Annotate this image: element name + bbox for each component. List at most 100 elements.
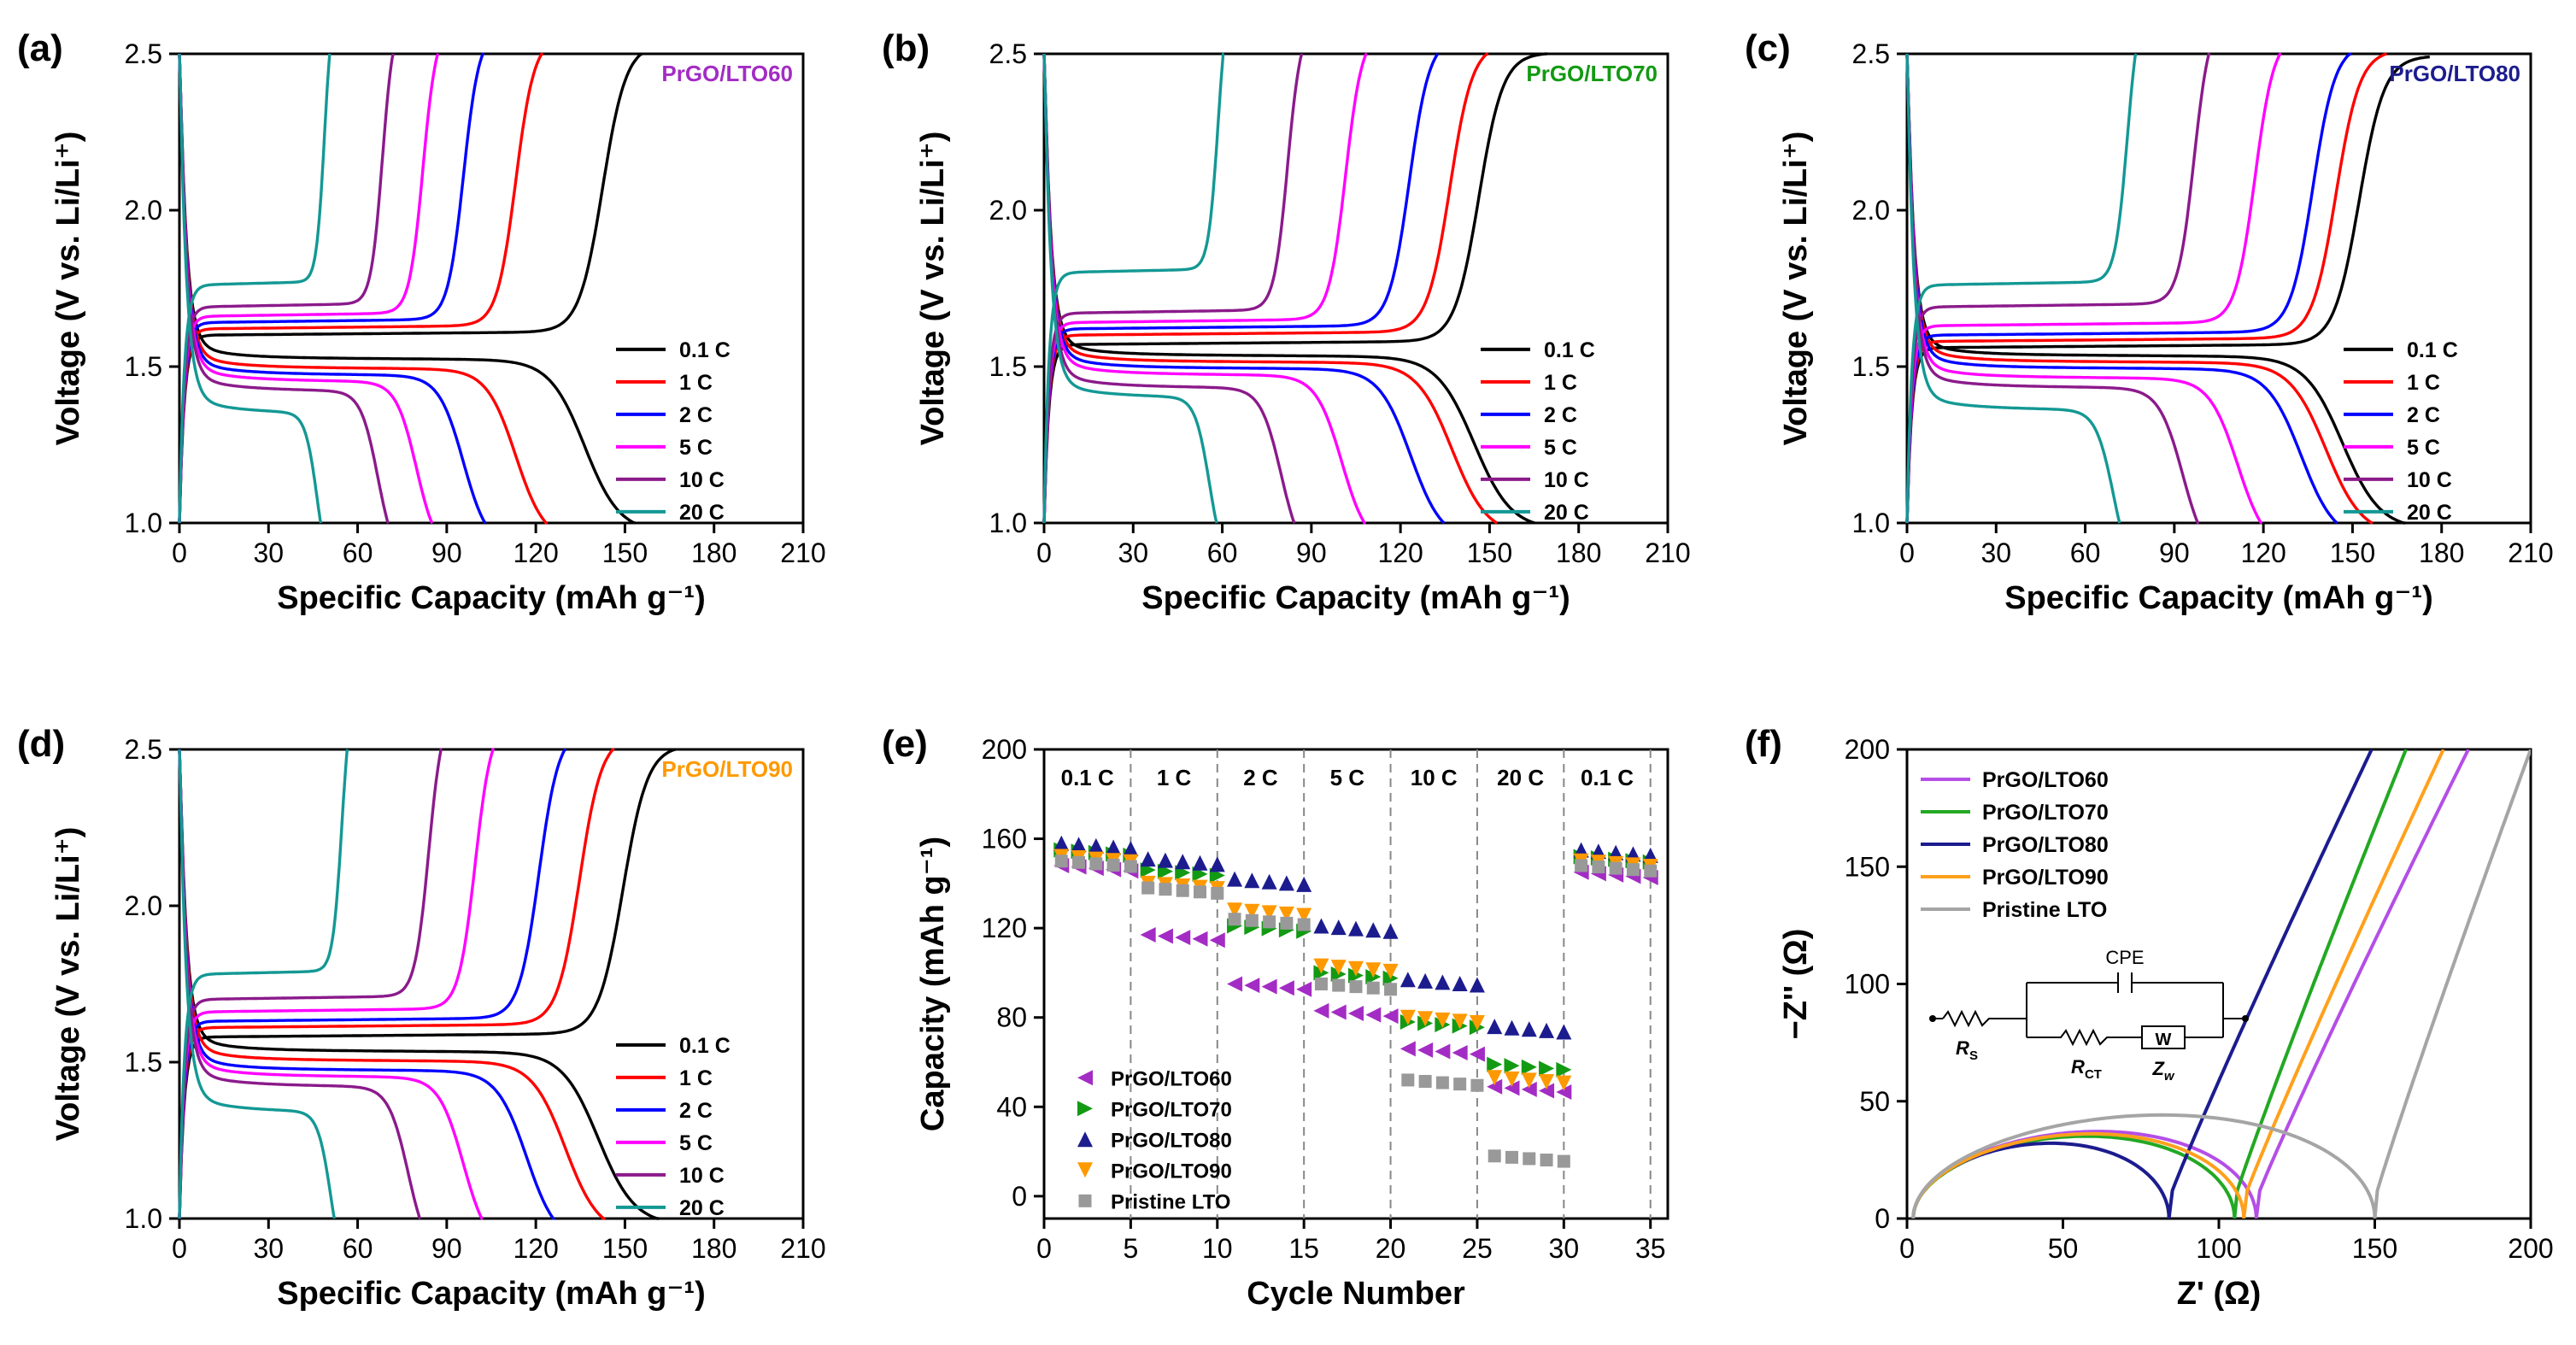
legend-label: 0.1 C xyxy=(1544,338,1595,362)
plot-frame xyxy=(1042,748,1669,1220)
x-axis-label: Specific Capacity (mAh g⁻¹) xyxy=(277,580,705,616)
data-point-prgolto60 xyxy=(1330,1004,1347,1020)
legend-marker xyxy=(1077,1131,1093,1148)
x-tick-label: 120 xyxy=(2240,537,2286,568)
data-point-prgolto90 xyxy=(1521,1072,1537,1089)
y-tick-label: 2.5 xyxy=(989,38,1027,69)
y-tick-label: 160 xyxy=(982,824,1027,855)
panel-a: (a) 0 30 60 90 120 150 180 210 1.0 1.5 2.0 2.5 Specif… xyxy=(17,27,826,616)
segment-label: 0.1 C xyxy=(1061,765,1114,790)
data-point-prgolto60 xyxy=(1487,1078,1503,1095)
y-tick-label: 2.0 xyxy=(989,195,1027,226)
data-point-prgolto90 xyxy=(1435,1012,1451,1028)
data-point-prgolto60 xyxy=(1399,1041,1416,1057)
y-tick-label: 80 xyxy=(996,1002,1027,1033)
plot-frame xyxy=(1905,52,2532,525)
charge-curve-01C xyxy=(178,52,643,524)
data-point-pristinelto xyxy=(1609,861,1622,875)
legend-marker xyxy=(1077,1101,1093,1117)
x-tick-label: 60 xyxy=(343,1233,373,1264)
y-tick-label: 2.5 xyxy=(125,734,162,765)
data-point-prgolto60 xyxy=(1435,1043,1451,1060)
y-tick-label: 40 xyxy=(996,1091,1027,1122)
data-point-prgolto80 xyxy=(1192,855,1208,871)
panel-label: (a) xyxy=(17,27,63,69)
x-tick-label: 20 xyxy=(1376,1233,1406,1264)
segment-label: 1 C xyxy=(1157,765,1192,790)
charge-curve-5C xyxy=(1905,52,2282,524)
data-point-prgolto80 xyxy=(1227,871,1243,887)
sample-label: PrGO/LTO60 xyxy=(661,61,793,86)
data-point-pristinelto xyxy=(1245,913,1259,927)
discharge-curve-5C xyxy=(1042,53,1366,525)
data-point-prgolto60 xyxy=(1192,931,1208,947)
discharge-curve-01C xyxy=(178,53,636,525)
panel-c: (c) 0 30 60 90 120 150 180 210 1.0 1.5 2.0 2.5 Specif… xyxy=(1745,27,2554,616)
discharge-curve-10C xyxy=(1042,53,1296,524)
charge-curve-1C xyxy=(1905,52,2387,524)
x-tick-label: 90 xyxy=(1296,537,1327,568)
x-tick-label: 210 xyxy=(780,1233,825,1264)
data-point-prgolto60 xyxy=(1556,1084,1572,1101)
x-tick-label: 180 xyxy=(691,1233,736,1264)
discharge-curve-01C xyxy=(1042,53,1535,525)
discharge-curve-20C xyxy=(1905,53,2121,524)
data-point-prgolto60 xyxy=(1539,1083,1555,1099)
y-tick-label: 2.5 xyxy=(125,38,162,69)
data-point-prgolto60 xyxy=(1313,1002,1329,1019)
y-axis-label: Voltage (V vs. Li/Li⁺) xyxy=(1778,132,1814,446)
data-point-pristinelto xyxy=(1159,883,1172,896)
data-point-pristinelto xyxy=(1575,859,1588,872)
legend-label: Pristine LTO xyxy=(1111,1190,1230,1213)
charge-curve-2C xyxy=(178,748,567,1219)
data-point-prgolto90 xyxy=(1487,1070,1503,1086)
warburg-element xyxy=(2141,1025,2186,1049)
data-point-prgolto60 xyxy=(1278,980,1294,996)
charge-curve-20C xyxy=(178,749,349,1219)
legend-label: 0.1 C xyxy=(679,1034,731,1058)
data-point-prgolto80 xyxy=(1053,835,1070,851)
charge-curve-01C xyxy=(1905,55,2430,524)
data-point-prgolto80 xyxy=(1556,1024,1572,1040)
data-point-prgolto90 xyxy=(1296,907,1312,924)
y-tick-label: 2.0 xyxy=(1852,195,1890,226)
data-point-prgolto80 xyxy=(1521,1021,1537,1037)
legend-label: 5 C xyxy=(679,436,713,460)
charge-curve-10C xyxy=(1905,52,2211,524)
equivalent-circuit: RS CPE W RCT Zw xyxy=(1929,947,2249,1084)
discharge-curve-10C xyxy=(178,749,422,1220)
cpe-element xyxy=(2027,972,2223,993)
data-point-prgolto70 xyxy=(1487,1056,1503,1072)
legend-marker xyxy=(1078,1194,1092,1207)
x-tick-label: 60 xyxy=(2070,537,2101,568)
plot-frame xyxy=(178,748,805,1220)
discharge-curve-20C xyxy=(178,53,323,524)
legend-label: 2 C xyxy=(679,1099,713,1123)
y-axis-label: −Z'' (Ω) xyxy=(1778,929,1814,1040)
data-point-pristinelto xyxy=(1470,1078,1484,1092)
data-point-prgolto80 xyxy=(1330,919,1347,936)
y-axis-label: Capacity (mAh g⁻¹) xyxy=(915,837,951,1131)
nyquist-curve-prgolto90 xyxy=(1911,749,2445,1219)
data-point-pristinelto xyxy=(1176,884,1189,897)
legend-label: PrGO/LTO80 xyxy=(1982,833,2109,857)
y-tick-label: 150 xyxy=(1845,851,1890,882)
data-point-pristinelto xyxy=(1435,1076,1449,1090)
y-tick-label: 1.5 xyxy=(125,351,162,382)
data-point-prgolto90 xyxy=(1417,1011,1434,1027)
legend-label: PrGO/LTO70 xyxy=(1111,1098,1232,1121)
panel-label: (c) xyxy=(1745,27,1791,69)
legend-marker xyxy=(1077,1070,1093,1086)
data-point-prgolto60 xyxy=(1469,1046,1485,1062)
data-point-pristinelto xyxy=(1280,916,1294,930)
sample-label: PrGO/LTO70 xyxy=(1526,61,1658,86)
data-point-prgolto80 xyxy=(1399,972,1416,988)
data-point-pristinelto xyxy=(1124,860,1137,873)
y-tick-label: 0 xyxy=(1875,1203,1890,1234)
charge-curve-5C xyxy=(1042,52,1369,524)
circuit-parallel xyxy=(2026,983,2224,1037)
x-tick-label: 90 xyxy=(2159,537,2190,568)
data-point-prgolto90 xyxy=(1452,1013,1468,1030)
nyquist-curve-pristinelto xyxy=(1911,749,2531,1219)
charge-curve-2C xyxy=(1905,52,2352,524)
